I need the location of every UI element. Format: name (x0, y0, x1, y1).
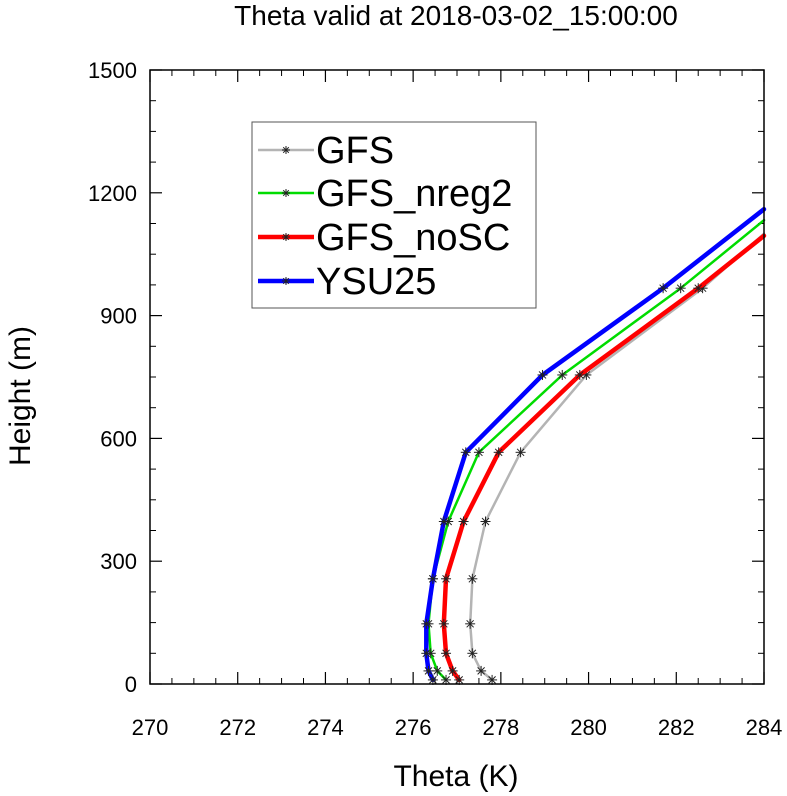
data-point (467, 573, 478, 584)
data-point (421, 618, 432, 629)
data-point (515, 447, 526, 458)
data-point (427, 573, 438, 584)
data-point (458, 516, 469, 527)
data-point (427, 674, 438, 685)
legend-entry-gfs_nreg2: GFS_nreg2 (258, 173, 512, 215)
legend-entry-gfs: GFS (258, 130, 394, 172)
data-point (693, 283, 704, 294)
x-tick-label: 270 (132, 715, 169, 740)
x-tick-label: 276 (395, 715, 432, 740)
axis-ticks (149, 69, 765, 685)
series-ysu25 (421, 206, 767, 685)
legend-label: GFS_noSC (316, 217, 510, 259)
data-point (460, 447, 471, 458)
y-tick-label: 300 (100, 549, 137, 574)
data-point (537, 369, 548, 380)
data-point (454, 674, 465, 685)
data-point (467, 648, 478, 659)
data-point (438, 516, 449, 527)
x-axis-title: Theta (K) (393, 760, 518, 793)
series-layer (421, 206, 767, 685)
data-point (441, 648, 452, 659)
data-point (487, 674, 498, 685)
x-tick-label: 278 (482, 715, 519, 740)
y-tick-label: 600 (100, 426, 137, 451)
data-point (438, 618, 449, 629)
data-point (421, 648, 432, 659)
series-line (424, 206, 767, 683)
x-tick-label: 274 (307, 715, 344, 740)
data-point (658, 283, 669, 294)
legend-box (251, 121, 537, 309)
x-tick-label: 284 (746, 715, 783, 740)
data-point (480, 516, 491, 527)
tick-labels: 270 272 274 276 278 280 282 284 0 300 600 900 1200 15… (88, 58, 782, 740)
series-line (441, 233, 767, 683)
legend-marker (282, 277, 290, 285)
data-point (675, 283, 686, 294)
data-point (447, 665, 458, 676)
x-tick-label: 272 (219, 715, 256, 740)
y-tick-label: 1200 (88, 181, 137, 206)
data-point (574, 369, 585, 380)
data-point (473, 447, 484, 458)
series-line (468, 232, 766, 682)
legend-marker (282, 233, 290, 241)
series-gfs (465, 232, 766, 685)
y-tick-label: 0 (125, 672, 137, 697)
legend-label: YSU25 (316, 261, 436, 303)
legend-marker (282, 146, 290, 154)
data-point (465, 618, 476, 629)
data-point (432, 665, 443, 676)
x-tick-label: 282 (658, 715, 695, 740)
data-point (557, 369, 568, 380)
x-tick-label: 280 (570, 715, 607, 740)
data-point (423, 665, 434, 676)
data-point (441, 674, 452, 685)
series-gfs_nosc (438, 233, 767, 685)
y-tick-label: 900 (100, 304, 137, 329)
legend-entry-ysu25: YSU25 (258, 261, 436, 303)
y-axis-title: Height (m) (4, 326, 37, 466)
legend-label: GFS_nreg2 (316, 173, 512, 215)
y-tick-label: 1500 (88, 58, 137, 83)
legend-label: GFS (316, 130, 394, 172)
plot-frame (149, 69, 765, 685)
chart-title: Theta valid at 2018-03-02_15:00:00 (234, 0, 678, 31)
legend-entry-gfs_nosc: GFS_noSC (258, 217, 510, 259)
legend-marker (282, 189, 290, 197)
data-point (493, 447, 504, 458)
data-point (476, 665, 487, 676)
data-point (441, 573, 452, 584)
